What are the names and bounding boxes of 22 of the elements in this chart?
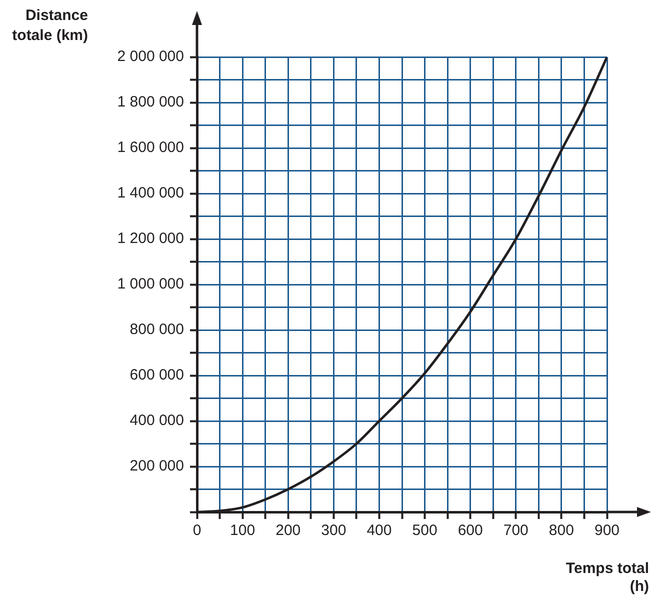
y-tick-label: 400 000 xyxy=(130,412,184,430)
x-tick-label: 400 xyxy=(366,522,392,540)
x-tick-label: 300 xyxy=(321,522,346,540)
x-tick-label: 900 xyxy=(594,522,620,540)
y-tick-label: 1 400 000 xyxy=(117,184,184,202)
x-tick-label: 700 xyxy=(503,522,528,540)
x-tick-label: 500 xyxy=(412,522,438,540)
y-tick-label: 600 000 xyxy=(130,366,184,384)
x-tick-label: 800 xyxy=(548,522,574,540)
y-tick-label: 2 000 000 xyxy=(117,48,184,66)
y-axis-title: Distance totale (km) xyxy=(11,6,88,46)
x-tick-label: 600 xyxy=(458,522,483,540)
y-tick-label: 1 000 000 xyxy=(117,276,184,293)
y-tick-label: 200 000 xyxy=(130,458,184,475)
y-tick-label: 1 200 000 xyxy=(117,230,184,248)
x-tick-label: 100 xyxy=(230,522,256,540)
y-tick-label: 1 600 000 xyxy=(117,139,184,156)
y-tick-label: 800 000 xyxy=(130,321,184,338)
x-tick-label: 0 xyxy=(192,522,202,540)
x-axis-title: Temps total (h) xyxy=(564,560,649,596)
x-tick-label: 200 xyxy=(276,522,301,540)
y-tick-label: 1 800 000 xyxy=(117,94,184,111)
